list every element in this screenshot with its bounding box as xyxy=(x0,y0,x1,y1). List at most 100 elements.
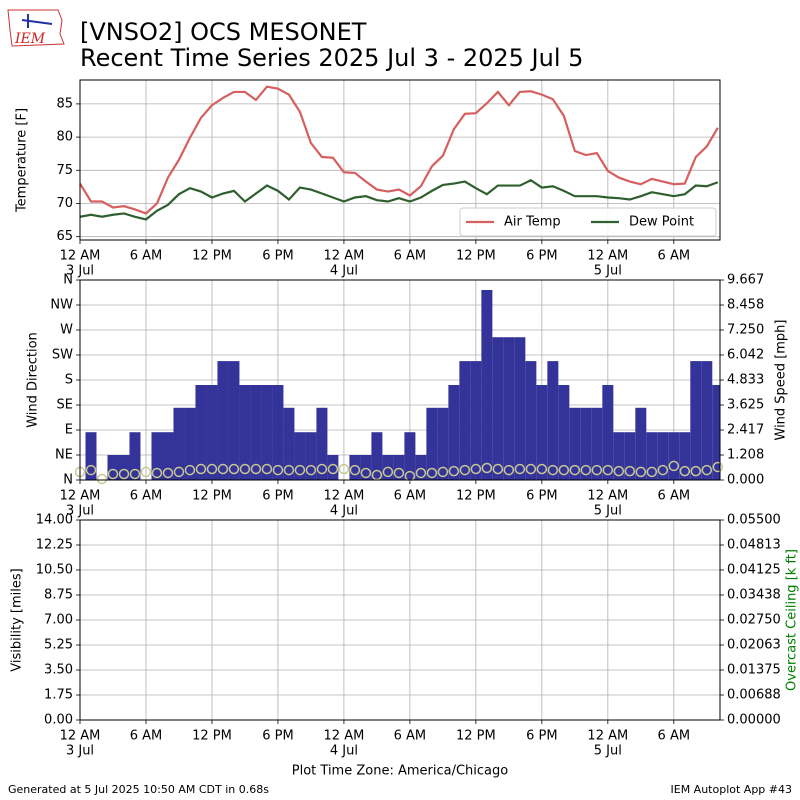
x-tick-label: 12 PM xyxy=(192,729,232,744)
point xyxy=(481,462,493,474)
y-tick-label: 5.25 xyxy=(44,638,73,653)
x-tick-date: 4 Jul xyxy=(330,744,358,759)
bar xyxy=(206,385,218,480)
point xyxy=(349,464,361,476)
bar xyxy=(459,361,471,480)
point xyxy=(580,464,592,476)
legend-box xyxy=(459,207,717,237)
y2-tick-label: 4.833 xyxy=(727,373,764,388)
point xyxy=(228,463,240,475)
x-tick-label: 12 AM xyxy=(60,249,101,264)
bar xyxy=(327,455,339,480)
x-tick-label: 6 AM xyxy=(130,249,163,264)
bar xyxy=(162,432,174,480)
bar xyxy=(349,455,361,480)
point xyxy=(613,465,625,477)
logo: IEM xyxy=(7,9,65,47)
y-tick-label: NW xyxy=(50,298,73,313)
point xyxy=(173,466,185,478)
bar xyxy=(129,432,141,480)
bar xyxy=(690,361,702,480)
point xyxy=(316,463,328,475)
y-tick-label: 10.50 xyxy=(36,563,73,578)
point xyxy=(690,465,702,477)
point xyxy=(393,467,405,479)
point xyxy=(602,464,614,476)
x-tick-label: 6 AM xyxy=(658,729,691,744)
y-tick-label: 7.00 xyxy=(44,613,73,628)
point xyxy=(261,463,273,475)
point xyxy=(162,467,174,479)
y-tick-label: SW xyxy=(52,348,73,363)
y-tick-label: 65 xyxy=(56,229,73,244)
bar xyxy=(657,432,669,480)
bar xyxy=(569,407,581,480)
point xyxy=(85,464,97,476)
x-tick-label: 6 AM xyxy=(394,729,427,744)
bar xyxy=(305,432,317,480)
point xyxy=(195,463,207,475)
x-tick-date: 4 Jul xyxy=(330,264,358,279)
y-tick-label: S xyxy=(65,373,73,388)
point xyxy=(701,464,713,476)
plot-frame xyxy=(79,519,721,721)
x-tick-label: 12 AM xyxy=(587,249,628,264)
point xyxy=(448,465,460,477)
point xyxy=(107,468,119,480)
point xyxy=(239,463,251,475)
point xyxy=(536,463,548,475)
panel: 12 AM 6 AM 12 PM 6 PM 12 AM 6 AM 12 PM 6 PM 12 A… xyxy=(26,273,789,519)
point xyxy=(668,460,680,472)
point xyxy=(657,464,669,476)
bar xyxy=(261,385,273,480)
point xyxy=(305,464,317,476)
panel: 12 AM 6 AM 12 PM 6 PM 12 AM 6 AM 12 PM 6 PM 12 A… xyxy=(10,513,800,779)
y-tick-label: E xyxy=(65,423,73,438)
bar xyxy=(635,407,647,480)
y-tick-label: 75 xyxy=(56,163,73,178)
point xyxy=(327,463,339,475)
point xyxy=(96,473,108,485)
bar xyxy=(712,385,720,480)
x-tick-date: 5 Jul xyxy=(594,744,622,759)
y2-tick-label: 0.00000 xyxy=(727,713,781,728)
y2-tick-label: 6.042 xyxy=(727,347,764,362)
bar xyxy=(448,385,460,480)
y-axis-label: Visibility [miles] xyxy=(10,568,25,671)
line-series xyxy=(79,85,719,215)
y2-tick-label: 0.02750 xyxy=(727,613,781,628)
x-tick-label: 6 AM xyxy=(394,489,427,504)
x-tick-label: 12 PM xyxy=(192,249,232,264)
bar xyxy=(536,385,548,480)
bar xyxy=(426,407,438,480)
x-tick-label: 12 AM xyxy=(60,489,101,504)
point xyxy=(646,466,658,478)
bar xyxy=(239,385,251,480)
point xyxy=(437,466,449,478)
bar xyxy=(184,407,196,480)
line-series xyxy=(79,178,719,221)
bar xyxy=(492,337,504,480)
point xyxy=(151,467,163,479)
x-axis-label: Plot Time Zone: America/Chicago xyxy=(292,764,508,779)
x-tick-date: 3 Jul xyxy=(66,264,94,279)
y2-tick-label: 7.250 xyxy=(727,323,764,338)
y2-tick-label: 3.625 xyxy=(727,398,764,413)
logo-text: IEM xyxy=(14,31,46,47)
point xyxy=(558,464,570,476)
point xyxy=(272,464,284,476)
legend-label: Dew Point xyxy=(629,215,694,230)
y2-axis-label: Wind Speed [mph] xyxy=(774,320,789,441)
x-tick-label: 12 PM xyxy=(456,489,496,504)
y2-tick-label: 9.667 xyxy=(727,273,764,288)
plot-frame xyxy=(79,279,721,481)
x-tick-label: 6 AM xyxy=(658,489,691,504)
point xyxy=(294,464,306,476)
bar xyxy=(437,407,449,480)
x-tick-label: 6 PM xyxy=(262,489,293,504)
y2-tick-label: 0.04125 xyxy=(727,563,781,578)
y-tick-label: 85 xyxy=(56,96,73,111)
bar xyxy=(173,407,185,480)
bar xyxy=(470,361,482,480)
x-tick-label: 6 AM xyxy=(658,249,691,264)
